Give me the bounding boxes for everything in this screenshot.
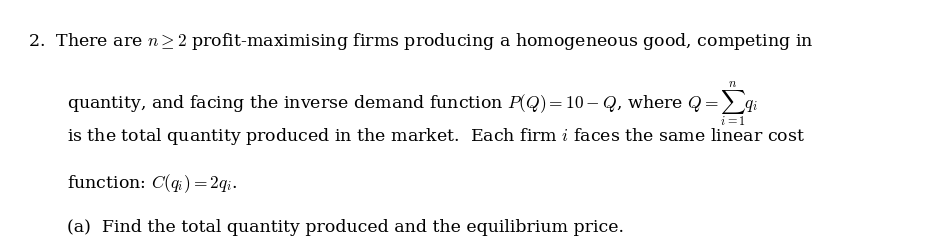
Text: function: $C(q_i) = 2q_i$.: function: $C(q_i) = 2q_i$. [67, 172, 237, 195]
Text: 2.  There are $n \geq 2$ profit-maximising firms producing a homogeneous good, c: 2. There are $n \geq 2$ profit-maximisin… [28, 31, 813, 52]
Text: (a)  Find the total quantity produced and the equilibrium price.: (a) Find the total quantity produced and… [67, 219, 624, 236]
Text: quantity, and facing the inverse demand function $P(Q) = 10 - Q$, where $Q = \su: quantity, and facing the inverse demand … [67, 80, 758, 129]
Text: is the total quantity produced in the market.  Each firm $i$ faces the same line: is the total quantity produced in the ma… [67, 126, 805, 147]
